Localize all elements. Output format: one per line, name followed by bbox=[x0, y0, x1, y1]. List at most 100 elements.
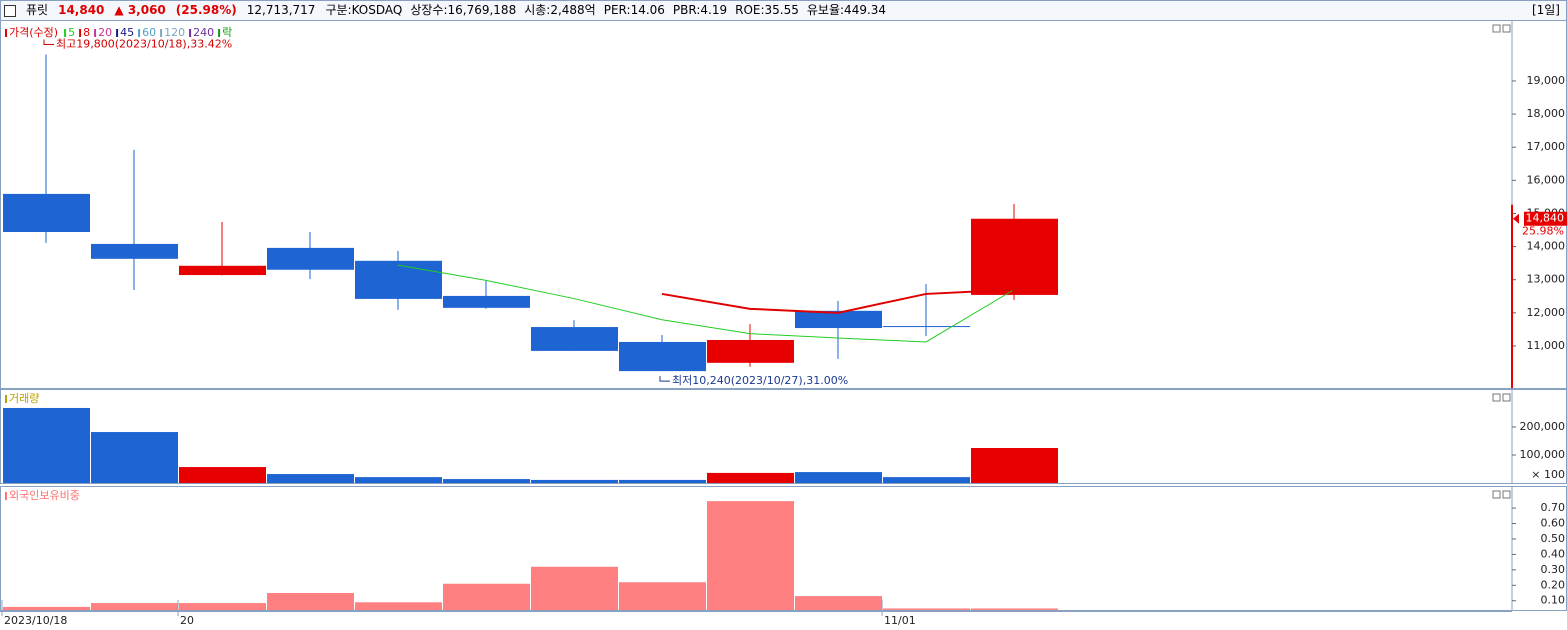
bar bbox=[443, 583, 530, 610]
legend-label: 60 bbox=[142, 26, 156, 39]
candle-body bbox=[179, 265, 266, 276]
panel-title: 거래량 bbox=[9, 392, 39, 405]
bar bbox=[531, 479, 618, 483]
legend-label: 120 bbox=[164, 26, 185, 39]
y-tick-label: 13,000 bbox=[1527, 273, 1566, 286]
annotation: 최저10,240(2023/10/27),31.00% bbox=[672, 374, 848, 387]
bar bbox=[179, 603, 266, 610]
candle-body bbox=[3, 193, 90, 232]
x-tick-label: 20 bbox=[180, 614, 194, 627]
ma-line bbox=[397, 264, 1015, 343]
bar bbox=[355, 602, 442, 610]
y-tick-label: 0.40 bbox=[1541, 547, 1566, 560]
info-item: 유보율:449.34 bbox=[806, 3, 887, 17]
candle-body bbox=[531, 327, 618, 351]
price: 14,840 bbox=[58, 3, 105, 17]
price-tag-change: 25.98% bbox=[1522, 225, 1564, 238]
panel-button bbox=[1502, 393, 1511, 402]
bar bbox=[619, 479, 706, 483]
legend-swatch bbox=[64, 29, 67, 37]
bar bbox=[883, 608, 970, 610]
y-tick-label: 12,000 bbox=[1527, 306, 1566, 319]
y-tick-label: 16,000 bbox=[1527, 173, 1566, 186]
bar bbox=[443, 479, 530, 483]
stock-name: 퓨릿 bbox=[26, 3, 49, 17]
info-item: 상장수:16,769,188 bbox=[410, 3, 517, 17]
bar bbox=[971, 608, 1058, 610]
y-tick-label: 0.30 bbox=[1541, 563, 1566, 576]
bar bbox=[707, 472, 794, 483]
price-tag-label: 14,840 bbox=[1526, 212, 1565, 225]
legend-swatch bbox=[116, 29, 119, 37]
bar bbox=[971, 448, 1058, 483]
info-item: PBR:4.19 bbox=[672, 3, 728, 17]
candle-body bbox=[883, 326, 970, 328]
panel-button bbox=[1502, 24, 1511, 33]
candle-body bbox=[707, 339, 794, 363]
change-pct: (25.98%) bbox=[175, 3, 237, 17]
legend-label: 락 bbox=[222, 26, 232, 39]
bar bbox=[795, 472, 882, 483]
y-tick-label: 0.20 bbox=[1541, 578, 1566, 591]
legend-label: 240 bbox=[193, 26, 214, 39]
candle-body bbox=[91, 243, 178, 259]
bar bbox=[179, 467, 266, 483]
y-tick-label: 0.50 bbox=[1541, 532, 1566, 545]
bar bbox=[531, 566, 618, 610]
legend-swatch bbox=[5, 492, 7, 500]
annotation: 최고19,800(2023/10/18),33.42% bbox=[56, 37, 232, 50]
panel-title: 가격(수정) bbox=[9, 26, 58, 39]
y-tick-label: 0.60 bbox=[1541, 517, 1566, 530]
header-bar: 퓨릿 14,840 ▲ 3,060 (25.98%) 12,713,717 구분… bbox=[0, 0, 1567, 21]
candle-body bbox=[795, 310, 882, 329]
info: 구분:KOSDAQ 상장수:16,769,188 시총:2,488억 PER:14.0… bbox=[325, 1, 886, 20]
annotation-arrow bbox=[659, 376, 670, 382]
x-tick-label: 11/01 bbox=[884, 614, 916, 627]
bar bbox=[267, 474, 354, 483]
bar bbox=[795, 596, 882, 610]
panel-button bbox=[1502, 490, 1511, 499]
y-tick-label: 200,000 bbox=[1520, 420, 1566, 433]
x-tick-label: 2023/10/18 bbox=[4, 614, 67, 627]
volume: 12,713,717 bbox=[246, 3, 316, 17]
candle-body bbox=[267, 247, 354, 270]
panel-button bbox=[1492, 24, 1501, 33]
price-tag bbox=[1524, 211, 1567, 226]
period[interactable]: [1일] bbox=[1531, 3, 1560, 17]
info-item: PER:14.06 bbox=[603, 3, 665, 17]
unit-label: × 100 bbox=[1531, 468, 1565, 481]
info-item: 시총:2,488억 bbox=[524, 3, 596, 17]
y-tick-label: 11,000 bbox=[1527, 339, 1566, 352]
annotation-arrow bbox=[43, 39, 54, 45]
price-pointer bbox=[1513, 213, 1519, 224]
legend-swatch bbox=[189, 29, 192, 37]
candle-body bbox=[971, 218, 1058, 295]
ma-line bbox=[661, 288, 1015, 314]
legend-swatch bbox=[5, 29, 7, 37]
legend-label: 45 bbox=[120, 26, 134, 39]
candle-body bbox=[443, 295, 530, 308]
bar bbox=[619, 582, 706, 610]
panel-button bbox=[1492, 490, 1501, 499]
bar bbox=[91, 603, 178, 610]
y-tick-label: 18,000 bbox=[1527, 107, 1566, 120]
y-tick-label: 0.70 bbox=[1541, 501, 1566, 514]
candle-body bbox=[619, 341, 706, 372]
candle-body bbox=[355, 260, 442, 299]
bar bbox=[883, 477, 970, 483]
bar bbox=[3, 407, 90, 483]
bar bbox=[267, 593, 354, 610]
legend-swatch bbox=[79, 29, 82, 37]
legend-swatch bbox=[94, 29, 97, 37]
current-bar bbox=[1511, 204, 1513, 388]
panel-title: 외국인보유비중 bbox=[9, 489, 80, 502]
change: ▲ 3,060 bbox=[114, 3, 166, 17]
legend-label: 20 bbox=[98, 26, 112, 39]
y-tick-label: 0.10 bbox=[1541, 594, 1566, 607]
bar bbox=[707, 501, 794, 610]
y-tick-label: 17,000 bbox=[1527, 140, 1566, 153]
checkbox[interactable] bbox=[4, 5, 16, 17]
info-item: 구분:KOSDAQ bbox=[325, 3, 403, 17]
